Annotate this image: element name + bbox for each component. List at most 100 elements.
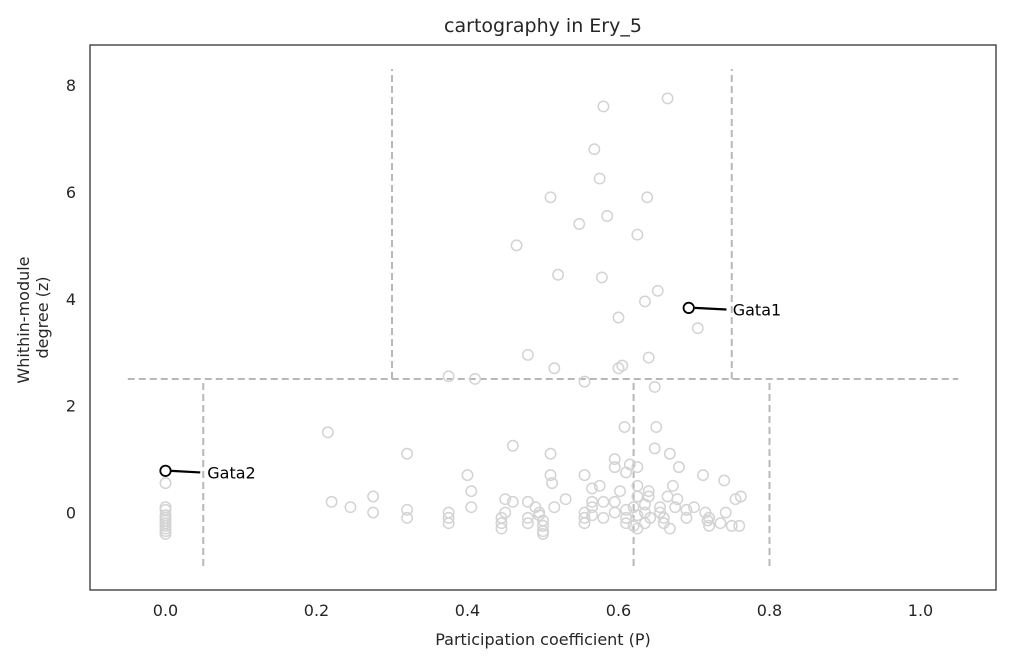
data-point — [697, 469, 710, 482]
partition-guide-lines — [127, 69, 959, 566]
data-point — [734, 490, 747, 503]
x-tick-label: 0.0 — [153, 601, 178, 620]
y-axis-label-line-1: Whithin-module — [14, 256, 33, 383]
x-tick-label: 1.0 — [908, 601, 933, 620]
x-tick-label: 0.4 — [455, 601, 480, 620]
data-point — [631, 509, 644, 522]
data-point — [719, 506, 732, 519]
data-point — [631, 228, 644, 241]
data-point — [593, 172, 606, 185]
data-point — [620, 517, 632, 530]
y-tick-label: 6 — [66, 183, 76, 202]
data-point — [544, 469, 557, 482]
data-point — [638, 295, 651, 308]
data-point — [578, 511, 591, 524]
data-point — [578, 375, 591, 388]
data-point — [159, 527, 172, 540]
data-point — [586, 495, 599, 508]
data-point — [495, 517, 508, 530]
data-point — [521, 495, 534, 508]
x-tick-label: 0.2 — [304, 601, 329, 620]
data-point — [367, 490, 380, 503]
data-point — [578, 517, 591, 530]
data-point — [544, 447, 557, 460]
data-point — [325, 495, 338, 508]
annotation-label: Gata1 — [733, 300, 781, 319]
data-points — [159, 92, 747, 540]
data-point — [616, 359, 629, 372]
chart-title: cartography in Ery_5 — [444, 15, 642, 37]
data-point — [461, 469, 474, 482]
data-point — [469, 372, 481, 385]
data-point — [623, 458, 636, 471]
data-point — [521, 511, 534, 524]
x-tick-label: 0.6 — [606, 601, 631, 620]
data-point — [537, 527, 549, 540]
annotation-line — [694, 306, 727, 311]
data-point — [597, 100, 610, 113]
data-point — [642, 490, 655, 503]
data-point — [506, 439, 519, 452]
data-point — [648, 442, 661, 455]
highlighted-points: Gata1 Gata2 — [159, 300, 781, 482]
data-point — [608, 506, 621, 519]
data-point — [725, 519, 738, 532]
y-tick-label: 0 — [66, 504, 76, 523]
data-point — [608, 453, 621, 466]
data-point — [510, 239, 523, 252]
data-point — [465, 485, 478, 498]
data-point — [442, 517, 455, 530]
y-tick-label: 4 — [66, 290, 76, 309]
data-point — [321, 426, 334, 439]
data-point — [620, 511, 632, 524]
annotation-label: Gata2 — [207, 463, 255, 482]
highlighted-point — [159, 464, 172, 477]
data-point — [703, 511, 716, 524]
data-point — [612, 311, 625, 324]
data-point — [506, 495, 519, 508]
data-point — [401, 447, 414, 460]
data-point — [595, 271, 608, 284]
data-point — [620, 503, 632, 516]
x-axis-label: Participation coefficient (P) — [435, 630, 651, 649]
data-point — [578, 469, 591, 482]
data-point — [521, 517, 534, 530]
data-point — [597, 511, 610, 524]
data-point — [618, 421, 631, 433]
data-point — [586, 509, 599, 522]
data-point — [654, 501, 666, 514]
data-point — [666, 479, 679, 492]
annotation-line — [171, 469, 201, 474]
data-point — [680, 503, 693, 516]
data-point — [499, 493, 512, 506]
data-point — [521, 348, 534, 361]
data-point — [401, 503, 414, 516]
data-point — [671, 493, 684, 506]
data-point — [663, 447, 676, 460]
y-tick-label: 2 — [66, 397, 76, 416]
data-point — [642, 485, 655, 498]
data-point — [650, 421, 663, 433]
y-axis-label-line-2: degree (z) — [33, 276, 52, 358]
y-axis-ticks: 0 2 4 6 8 — [66, 76, 76, 522]
data-point — [714, 517, 727, 530]
data-point — [663, 522, 676, 535]
data-point — [672, 461, 685, 474]
data-point — [537, 519, 549, 532]
data-point — [546, 477, 559, 490]
data-point — [657, 511, 670, 524]
x-tick-label: 0.8 — [757, 601, 782, 620]
data-point — [588, 143, 601, 156]
highlighted-point — [682, 301, 695, 314]
data-point — [691, 322, 704, 335]
data-point — [573, 218, 586, 230]
data-point — [642, 351, 655, 364]
data-point — [544, 191, 557, 204]
data-point — [631, 490, 644, 503]
data-point — [159, 477, 172, 490]
data-point — [669, 501, 682, 514]
data-point — [608, 495, 621, 508]
data-point — [644, 511, 657, 524]
x-axis-ticks: 0.0 0.2 0.4 0.6 0.8 1.0 — [153, 601, 933, 620]
data-point — [688, 501, 700, 514]
